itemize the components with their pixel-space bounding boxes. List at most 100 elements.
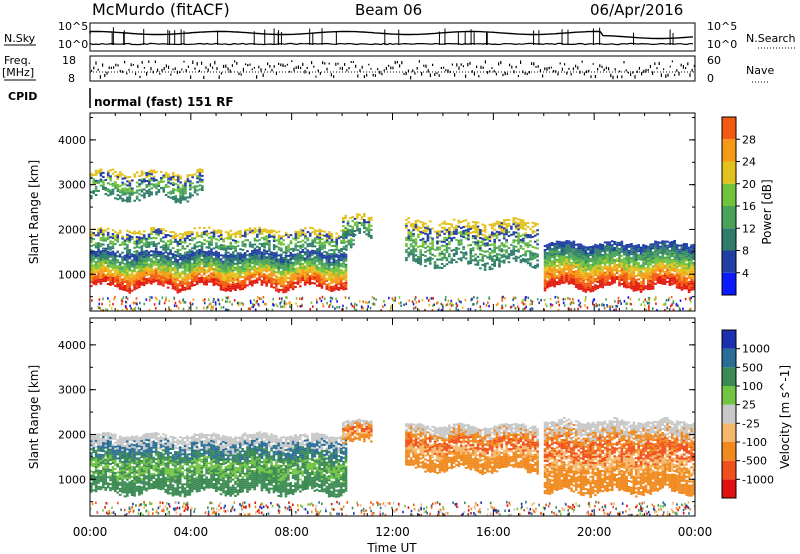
range-gate-cell [272, 282, 276, 285]
range-gate-cell [155, 185, 158, 188]
range-gate-cell [490, 243, 494, 246]
range-gate-cell [201, 170, 204, 173]
range-gate-cell [594, 264, 597, 267]
range-gate-cell [176, 273, 180, 276]
range-gate-cell [488, 268, 492, 271]
range-gate-cell [493, 264, 496, 267]
range-gate-cell [92, 258, 96, 261]
range-gate-cell [130, 279, 134, 282]
range-gate-cell [193, 271, 196, 274]
range-gate-cell [203, 243, 206, 246]
range-gate-cell [517, 234, 520, 237]
range-gate-cell [111, 188, 115, 191]
range-gate-cell [275, 279, 278, 282]
range-gate-cell [601, 247, 604, 251]
freq-sample [363, 75, 365, 79]
range-gate-cell [577, 273, 580, 276]
range-gate-cell [277, 288, 281, 291]
range-gate-cell [133, 276, 136, 279]
range-gate-cell [335, 261, 338, 264]
range-gate-cell [157, 242, 160, 245]
freq-sample [201, 61, 203, 65]
range-gate-cell [639, 250, 643, 253]
range-gate-cell [632, 257, 636, 260]
range-gate-cell [572, 264, 576, 267]
range-gate-cell [282, 259, 285, 262]
range-gate-cell [179, 177, 182, 180]
range-gate-cell [174, 284, 177, 287]
range-gate-cell [500, 228, 504, 231]
range-gate-cell [248, 262, 252, 266]
range-gate-cell [440, 226, 444, 229]
range-gate-cell [195, 280, 199, 283]
range-gate-cell [464, 251, 468, 254]
range-gate-cell [162, 240, 165, 243]
range-gate-cell [128, 236, 132, 240]
range-gate-cell [426, 233, 430, 236]
freq-sample [506, 73, 508, 75]
range-gate-cell [550, 248, 554, 251]
range-gate-cell [268, 236, 271, 239]
freq-sample [502, 73, 504, 77]
range-gate-cell [188, 281, 192, 284]
range-gate-cell [632, 245, 636, 248]
range-gate-cell [522, 253, 525, 256]
range-gate-cell [207, 264, 211, 267]
range-gate-cell [445, 243, 449, 246]
range-gate-cell [121, 284, 124, 287]
range-gate-cell [123, 191, 127, 194]
range-gate-cell [553, 255, 556, 258]
range-gate-cell [111, 254, 115, 257]
range-gate-cell [260, 257, 264, 260]
range-gate-cell [92, 274, 96, 277]
range-gate-cell [102, 272, 105, 275]
range-gate-cell [260, 228, 264, 231]
range-gate-cell [323, 230, 327, 233]
range-gate-cell [531, 231, 535, 234]
range-gate-cell [99, 280, 103, 283]
range-gate-cell [548, 244, 552, 247]
range-gate-cell [275, 239, 278, 242]
range-gate-cell [519, 239, 523, 242]
range-gate-cell [632, 251, 636, 254]
range-gate-cell [159, 228, 163, 231]
range-gate-cell [130, 265, 134, 268]
range-gate-cell [248, 267, 252, 270]
range-gate-cell [270, 259, 273, 262]
range-gate-cell [258, 258, 261, 261]
range-gate-cell [126, 273, 129, 276]
range-gate-cell [344, 265, 348, 268]
freq-sample [456, 63, 458, 67]
range-gate-cell [622, 251, 626, 254]
range-gate-cell [238, 286, 242, 289]
range-gate-cell [292, 237, 295, 240]
range-gate-cell [118, 175, 122, 178]
range-gate-cell [186, 196, 190, 199]
freq-sample [146, 72, 148, 76]
range-gate-cell [330, 245, 334, 248]
range-gate-cell [582, 247, 585, 250]
range-gate-cell [634, 289, 638, 292]
freq-sample [416, 66, 418, 70]
range-gate-cell [328, 235, 331, 238]
range-gate-cell [428, 252, 432, 255]
range-gate-cell [219, 238, 223, 241]
range-gate-cell [244, 233, 247, 236]
range-gate-cell [258, 228, 262, 231]
range-gate-cell [577, 271, 580, 274]
range-gate-cell [318, 254, 321, 257]
range-gate-cell [320, 278, 324, 281]
range-gate-cell [313, 262, 317, 265]
range-gate-cell [265, 266, 269, 269]
range-gate-cell [428, 246, 432, 249]
range-gate-cell [258, 260, 261, 263]
range-gate-cell [166, 268, 170, 271]
range-gate-cell [594, 245, 597, 248]
range-gate-cell [510, 227, 513, 230]
range-gate-cell [335, 265, 338, 268]
range-gate-cell [239, 236, 242, 239]
range-gate-cell [661, 250, 664, 253]
freq-sample [262, 73, 264, 77]
range-gate-cell [558, 267, 561, 270]
range-gate-cell [126, 283, 129, 286]
